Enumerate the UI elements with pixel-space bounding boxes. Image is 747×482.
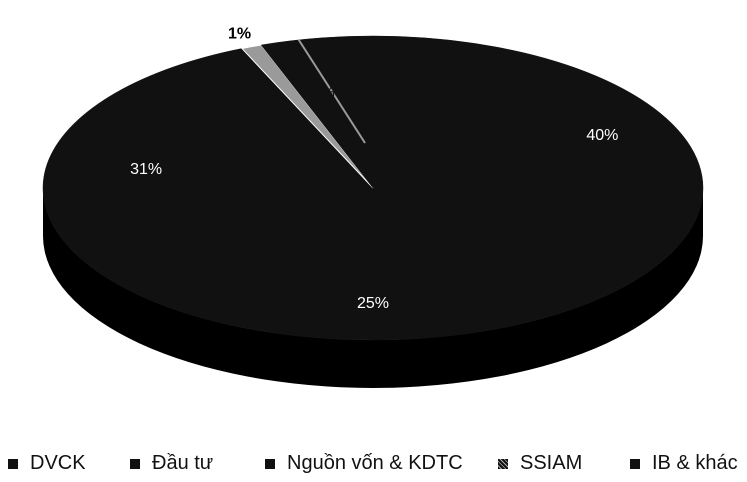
pie-3d-side: [43, 188, 703, 388]
pie-slice-ib-khac: [260, 37, 374, 189]
pie-slice-nguon-von-kdtc: [42, 48, 374, 296]
pie-data-labels: 40% 25% 31% 1% 3%: [130, 26, 618, 312]
legend-item-dau-tu: Đầu tư: [130, 452, 213, 475]
data-label-ib-khac: 3%: [312, 85, 335, 102]
legend-label-nguon-von: Nguồn vốn & KDTC: [287, 452, 463, 474]
legend-swatch-nguon-von: [265, 458, 275, 469]
legend-item-ssiam: SSIAM: [498, 452, 582, 475]
legend-item-ib-khac: IB & khác: [630, 452, 738, 475]
pie-slices: [42, 35, 704, 341]
legend-swatch-dvck: [8, 458, 18, 469]
legend-label-dvck: DVCK: [30, 452, 86, 474]
data-label-nguon-von-kdtc: 31%: [130, 161, 162, 178]
pie-side-rim: [43, 188, 703, 388]
legend-swatch-ssiam: [498, 458, 508, 469]
legend-label-dau-tu: Đầu tư: [152, 452, 214, 474]
legend-item-dvck: DVCK: [8, 452, 86, 475]
pie-slice-dvck: [321, 35, 704, 296]
data-label-ssiam: 1%: [228, 26, 251, 43]
legend-swatch-dau-tu: [130, 458, 140, 469]
chart-legend: DVCK Đầu tư Nguồn vốn & KDTC SSIAM IB & …: [0, 452, 747, 480]
pie-slice-separator: [297, 39, 366, 144]
legend-item-nguon-von: Nguồn vốn & KDTC: [265, 452, 463, 475]
legend-label-ssiam: SSIAM: [520, 452, 583, 474]
legend-label-ib-khac: IB & khác: [652, 452, 738, 474]
data-label-dau-tu: 25%: [357, 295, 389, 312]
legend-swatch-ib-khac: [630, 458, 640, 469]
data-label-dvck: 40%: [586, 127, 618, 144]
pie-slice-dau-tu: [139, 187, 607, 341]
